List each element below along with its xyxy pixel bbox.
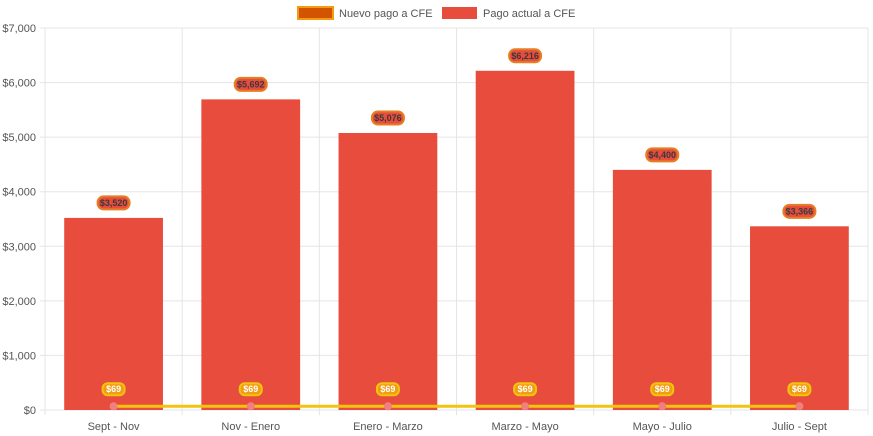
line-data-label-bg xyxy=(787,382,812,397)
x-tick-label: Enero - Marzo xyxy=(353,421,423,433)
bar xyxy=(64,217,163,410)
line-point xyxy=(246,402,255,411)
line-point xyxy=(109,402,118,411)
line-point xyxy=(658,402,667,411)
y-tick-label: $5,000 xyxy=(2,132,36,144)
grid xyxy=(40,27,869,415)
line-data-label-bg xyxy=(375,382,400,397)
bar-data-label-bg xyxy=(370,110,405,126)
y-tick-label: $0 xyxy=(24,405,36,417)
line-data-label-bg xyxy=(650,382,675,397)
bar-data-label-bg xyxy=(96,195,131,211)
line-point xyxy=(521,402,530,411)
legend-swatch-pago-actual xyxy=(442,7,477,19)
line-data-label: $69 xyxy=(792,384,807,394)
bar-data-label-bg xyxy=(782,203,817,219)
y-tick-label: $7,000 xyxy=(2,23,36,35)
line-point xyxy=(795,402,804,411)
bar-series xyxy=(64,70,849,410)
bar xyxy=(612,169,712,410)
bar xyxy=(475,70,575,410)
line-data-label: $69 xyxy=(106,384,121,394)
bar-data-label-bg xyxy=(645,147,680,163)
bar-data-label: $5,692 xyxy=(237,79,265,89)
x-tick-label: Marzo - Mayo xyxy=(491,421,558,433)
line-data-label: $69 xyxy=(243,384,258,394)
line-data-label: $69 xyxy=(518,384,533,394)
legend: Nuevo pago a CFE Pago actual a CFE xyxy=(297,6,575,20)
data-labels: $3,520 $5,692 $5,076 $6,216 $4,400 $3,366 $69 $… xyxy=(96,48,817,397)
line-point xyxy=(383,402,392,411)
line-data-label-bg xyxy=(101,382,126,397)
bar xyxy=(338,132,438,410)
legend-label-pago-actual: Pago actual a CFE xyxy=(483,8,575,20)
bar-data-label-bg xyxy=(508,48,543,64)
bar-data-label: $3,366 xyxy=(786,206,814,216)
bar xyxy=(201,99,301,410)
x-tick-label: Mayo - Julio xyxy=(633,421,692,433)
y-tick-label: $6,000 xyxy=(2,78,36,90)
legend-label-nuevo-pago: Nuevo pago a CFE xyxy=(339,8,433,20)
bar-data-label: $4,400 xyxy=(648,150,676,160)
bar-data-label-bg xyxy=(233,76,268,92)
line-data-label: $69 xyxy=(655,384,670,394)
line-data-label: $69 xyxy=(380,384,395,394)
bar xyxy=(750,226,849,410)
line-series xyxy=(109,402,804,411)
line-data-label-bg xyxy=(513,382,538,397)
y-tick-label: $3,000 xyxy=(2,241,36,253)
bar-data-label: $6,216 xyxy=(511,51,539,61)
y-tick-label: $2,000 xyxy=(2,296,36,308)
line-data-label-bg xyxy=(238,382,263,397)
y-axis: $0 $1,000 $2,000 $3,000 $4,000 $5,000 $6,000 $7… xyxy=(2,23,36,417)
y-tick-label: $1,000 xyxy=(2,350,36,362)
bar-data-label: $3,520 xyxy=(100,198,128,208)
x-tick-label: Nov - Enero xyxy=(221,421,280,433)
x-axis: Sept - Nov Nov - Enero Enero - Marzo Marzo … xyxy=(88,421,827,433)
y-tick-label: $4,000 xyxy=(2,187,36,199)
x-tick-label: Julio - Sept xyxy=(772,421,827,433)
bar-data-label: $5,076 xyxy=(374,113,402,123)
legend-swatch-nuevo-pago xyxy=(297,6,334,20)
x-tick-label: Sept - Nov xyxy=(88,421,140,433)
